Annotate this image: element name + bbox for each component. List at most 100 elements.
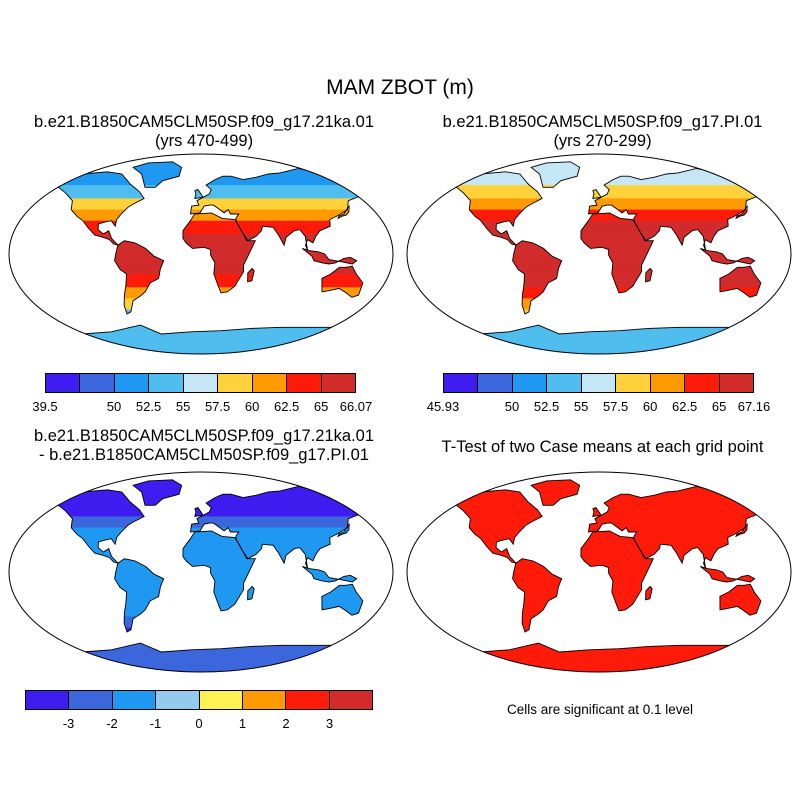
land-band [20,538,388,542]
land-band [418,538,786,542]
colorbar-box [581,374,617,392]
land-band [418,231,786,235]
colorbar-label: 55 [573,399,589,414]
land-band [418,545,786,549]
colorbar-label: 50 [106,399,122,414]
land-band [418,556,786,560]
land-band [418,349,786,353]
coastline-nz [374,612,389,624]
coastline-indonesia [700,247,756,265]
land-band [418,202,786,206]
land-band [20,200,388,204]
coastline-eurasia [189,485,383,569]
colorbar-box [286,691,330,709]
figure-title: MAM ZBOT (m) [326,76,474,99]
coastline-japan [735,204,748,220]
land-band [418,340,786,344]
coastline-southAmerica [114,240,165,315]
colorbar-box [719,374,753,392]
coastline-australia [719,265,762,298]
colorbar-label: 3 [325,716,334,731]
coastline-eurasia [189,167,383,251]
land-band [20,218,388,222]
colorbar-label: -3 [62,716,75,731]
land-band [418,554,786,557]
land-band [20,220,388,224]
colorbar-boxes [45,373,356,393]
land-band [20,552,388,555]
land-band [20,234,388,237]
colorbar-label: 60 [642,399,658,414]
land-band [20,198,388,202]
land-band [20,518,388,522]
coastline-greenland [530,479,581,506]
colorbar-box [287,374,322,392]
colorbar-box [512,374,548,392]
land-band [20,540,388,544]
coastline-uk [194,189,204,199]
coastline-indonesia [302,565,358,583]
land-band [20,654,388,657]
colorbar-label: 50 [504,399,520,414]
land-band [418,543,786,546]
land-band [20,545,388,549]
colorbar-label: 65 [313,399,329,414]
colorbar-box [218,374,253,392]
land-band [20,334,388,337]
coastline-northAmerica [429,489,543,564]
land-band [20,342,388,346]
land-band [20,202,388,206]
colorbar-label: 39.5 [32,399,58,414]
colorbar-label: 65 [711,399,727,414]
colorbar-box [242,691,287,709]
land-band [418,558,786,562]
coastline-greenland [132,479,183,506]
coastline-southAmerica [512,558,563,633]
land-band [418,656,786,660]
land-band [20,549,388,553]
land-band [418,534,786,537]
land-band [418,334,786,337]
coastline-uk [592,189,602,199]
coastline-japan [337,522,350,538]
panel-2-title: b.e21.B1850CAM5CLM50SP.f09_g17.PI.01 (yr… [405,113,800,151]
map-frame [8,471,394,673]
land-band [20,214,388,217]
colorbar-label: 57.5 [602,399,629,414]
land-band [20,340,388,344]
coastline-australia [321,265,364,298]
colorbar-box [199,691,243,709]
coastline-madagascar [247,267,255,283]
land-band [20,227,388,231]
land-band [418,658,786,662]
colorbar-label: 62.5 [273,399,300,414]
colorbar-box [80,374,115,392]
land-band [20,520,388,524]
map-frame [8,153,394,355]
coastline-madagascar [247,585,255,601]
colorbar-boxes [25,690,373,710]
land-band [418,236,786,239]
land-band [418,342,786,346]
land-band [20,660,388,664]
land-band [418,549,786,553]
land-band [20,556,388,560]
land-band [418,220,786,224]
land-band [20,649,388,653]
land-band [20,658,388,662]
colorbar-box [183,374,219,392]
coastline-eurasia [587,167,781,251]
colorbar-label: 62.5 [671,399,698,414]
land-band [418,222,786,226]
coastline-australia [321,583,364,616]
land-band [20,547,388,551]
coastline-africa [580,530,655,612]
land-band [418,345,786,348]
colorbar-box [252,374,288,392]
land-band [20,242,388,246]
panel-1-title: b.e21.B1850CAM5CLM50SP.f09_g17.21ka.01 (… [8,113,400,151]
colorbar-label: 60 [244,399,260,414]
land-band [20,349,388,353]
panel-3-title-line1: b.e21.B1850CAM5CLM50SP.f09_g17.21ka.01 [33,427,375,445]
land-band [418,667,786,671]
